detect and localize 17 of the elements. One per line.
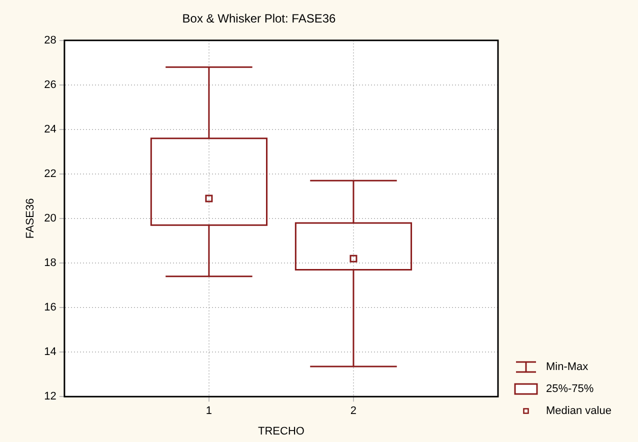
x-tick-label: 1 xyxy=(206,405,212,418)
y-tick-label: 24 xyxy=(44,123,56,136)
y-axis-title: FASE36 xyxy=(24,198,37,239)
y-tick-label: 28 xyxy=(44,34,56,46)
y-tick-label: 22 xyxy=(44,168,56,180)
x-tick-label: 2 xyxy=(350,405,357,418)
y-tick-label: 26 xyxy=(44,78,56,91)
y-tick-label: 14 xyxy=(44,346,56,358)
x-axis-title: TRECHO xyxy=(258,425,305,438)
text: Min-Max xyxy=(546,361,588,373)
text: Median value xyxy=(546,405,612,417)
y-tick-label: 18 xyxy=(44,257,56,270)
text: 25%-75% xyxy=(546,383,594,395)
chart-title: Box & Whisker Plot: FASE36 xyxy=(182,12,336,26)
y-tick-label: 12 xyxy=(44,390,56,403)
y-tick-label: 16 xyxy=(44,302,56,314)
y-tick-label: 20 xyxy=(44,212,56,225)
